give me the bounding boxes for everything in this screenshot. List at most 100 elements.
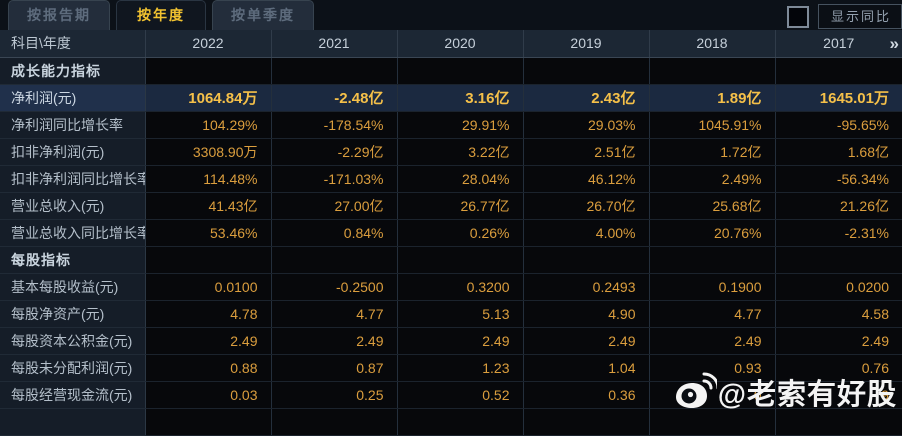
show-yoy-checkbox[interactable] bbox=[786, 5, 809, 28]
cell-value: 25.68亿 bbox=[649, 192, 776, 220]
table-row: 每股指标 bbox=[0, 246, 902, 274]
cell-value bbox=[397, 246, 524, 274]
table-row: 净利润(元) 1064.84万 -2.48亿 3.16亿 2.43亿 1.89亿 1645.… bbox=[0, 84, 902, 112]
cell-value: 1064.84万 bbox=[145, 84, 272, 112]
cell-value bbox=[649, 57, 776, 85]
cell-value: 2.49 bbox=[649, 327, 776, 355]
row-label: 每股净资产(元) bbox=[0, 300, 146, 328]
table-row: 扣非净利润(元) 3308.90万 -2.29亿 3.22亿 2.51亿 1.72亿 1.6… bbox=[0, 138, 902, 166]
cell-value bbox=[649, 246, 776, 274]
cell-value: 2.49 bbox=[523, 327, 650, 355]
row-label: 成长能力指标 bbox=[0, 57, 146, 85]
financial-indicators-table: 科目\年度 2022 2021 2020 2019 2018 2017» 成长能力指标 净利… bbox=[0, 30, 902, 436]
cell-value bbox=[271, 246, 398, 274]
row-label: 每股经营现金流(元) bbox=[0, 381, 146, 409]
cell-value: 0.03 bbox=[145, 381, 272, 409]
table-header-row: 科目\年度 2022 2021 2020 2019 2018 2017» bbox=[0, 30, 902, 58]
cell-value: 0.1900 bbox=[649, 273, 776, 301]
row-label: 每股资本公积金(元) bbox=[0, 327, 146, 355]
cell-value: 0.2493 bbox=[523, 273, 650, 301]
cell-value bbox=[397, 57, 524, 85]
row-label: 扣非净利润(元) bbox=[0, 138, 146, 166]
cell-value: 0.36 bbox=[523, 381, 650, 409]
cell-value: 46.12% bbox=[523, 165, 650, 193]
cell-value: 20.76% bbox=[649, 219, 776, 247]
cell-value: 104.29% bbox=[145, 111, 272, 139]
cell-value: -171.03% bbox=[271, 165, 398, 193]
cell-value bbox=[523, 246, 650, 274]
cell-value: 0 bbox=[649, 381, 776, 409]
cell-value: 2.49 bbox=[397, 327, 524, 355]
cell-value: 1645.01万 bbox=[775, 84, 902, 112]
table-row: 每股净资产(元) 4.78 4.77 5.13 4.90 4.77 4.58 bbox=[0, 300, 902, 328]
cell-value bbox=[775, 57, 902, 85]
cell-value: 4.00% bbox=[523, 219, 650, 247]
cell-value bbox=[145, 57, 272, 85]
table-row bbox=[0, 408, 902, 436]
show-yoy-label[interactable]: 显示同比 bbox=[817, 4, 902, 29]
row-label: 净利润(元) bbox=[0, 84, 146, 112]
tab-按单季度[interactable]: 按单季度 bbox=[212, 0, 314, 30]
yoy-controls: 显示同比 bbox=[786, 4, 902, 29]
cell-value: 0.93 bbox=[649, 354, 776, 382]
cell-value bbox=[649, 408, 776, 436]
table-row: 净利润同比增长率 104.29% -178.54% 29.91% 29.03% 1045.… bbox=[0, 111, 902, 139]
cell-value: -95.65% bbox=[775, 111, 902, 139]
more-years-icon[interactable]: » bbox=[889, 34, 899, 53]
row-label: 营业总收入(元) bbox=[0, 192, 146, 220]
cell-value bbox=[523, 57, 650, 85]
cell-value: 0.88 bbox=[145, 354, 272, 382]
row-label: 基本每股收益(元) bbox=[0, 273, 146, 301]
cell-value: 0.84% bbox=[271, 219, 398, 247]
cell-value: -2.29亿 bbox=[271, 138, 398, 166]
cell-value: 0.52 bbox=[397, 381, 524, 409]
year-header-2019: 2019 bbox=[523, 30, 650, 58]
cell-value: 1.04 bbox=[523, 354, 650, 382]
cell-value: 0.0200 bbox=[775, 273, 902, 301]
row-label: 净利润同比增长率 bbox=[0, 111, 146, 139]
cell-value: 3.22亿 bbox=[397, 138, 524, 166]
year-header-2017: 2017» bbox=[775, 30, 902, 58]
cell-value: 4.78 bbox=[145, 300, 272, 328]
year-header-2020: 2020 bbox=[397, 30, 524, 58]
table-row: 扣非净利润同比增长率 114.48% -171.03% 28.04% 46.12% 2.4… bbox=[0, 165, 902, 193]
cell-value bbox=[397, 408, 524, 436]
row-label: 每股未分配利润(元) bbox=[0, 354, 146, 382]
cell-value bbox=[145, 408, 272, 436]
cell-value: 2.49 bbox=[775, 327, 902, 355]
row-label: 扣非净利润同比增长率 bbox=[0, 165, 146, 193]
cell-value: 4.77 bbox=[271, 300, 398, 328]
cell-value: -2.48亿 bbox=[271, 84, 398, 112]
corner-header: 科目\年度 bbox=[0, 30, 146, 58]
cell-value: 26.77亿 bbox=[397, 192, 524, 220]
cell-value: 53.46% bbox=[145, 219, 272, 247]
cell-value: 4.58 bbox=[775, 300, 902, 328]
cell-value bbox=[145, 246, 272, 274]
cell-value: 26.70亿 bbox=[523, 192, 650, 220]
cell-value bbox=[271, 57, 398, 85]
cell-value: 0.76 bbox=[775, 354, 902, 382]
tab-按年度[interactable]: 按年度 bbox=[116, 0, 206, 30]
cell-value: 28.04% bbox=[397, 165, 524, 193]
cell-value: 0.0100 bbox=[145, 273, 272, 301]
cell-value: 2.49 bbox=[145, 327, 272, 355]
cell-value: -178.54% bbox=[271, 111, 398, 139]
cell-value: 114.48% bbox=[145, 165, 272, 193]
cell-value: 4.77 bbox=[649, 300, 776, 328]
table-row: 营业总收入同比增长率 53.46% 0.84% 0.26% 4.00% 20.76% -2.… bbox=[0, 219, 902, 247]
cell-value: 5.13 bbox=[397, 300, 524, 328]
cell-value: 4.90 bbox=[523, 300, 650, 328]
row-label bbox=[0, 408, 146, 436]
cell-value: 3.16亿 bbox=[397, 84, 524, 112]
year-header-2018: 2018 bbox=[649, 30, 776, 58]
year-header-2021: 2021 bbox=[271, 30, 398, 58]
table-body: 成长能力指标 净利润(元) 1064.84万 -2.48亿 3.16亿 2.43亿 1.89… bbox=[0, 57, 902, 436]
cell-value: 41.43亿 bbox=[145, 192, 272, 220]
cell-value: 1.72亿 bbox=[649, 138, 776, 166]
row-label: 每股指标 bbox=[0, 246, 146, 274]
cell-value: -56.34% bbox=[775, 165, 902, 193]
cell-value: 2.49 bbox=[271, 327, 398, 355]
table-row: 每股未分配利润(元) 0.88 0.87 1.23 1.04 0.93 0.76 bbox=[0, 354, 902, 382]
tab-按报告期[interactable]: 按报告期 bbox=[8, 0, 110, 30]
cell-value: -2.31% bbox=[775, 219, 902, 247]
